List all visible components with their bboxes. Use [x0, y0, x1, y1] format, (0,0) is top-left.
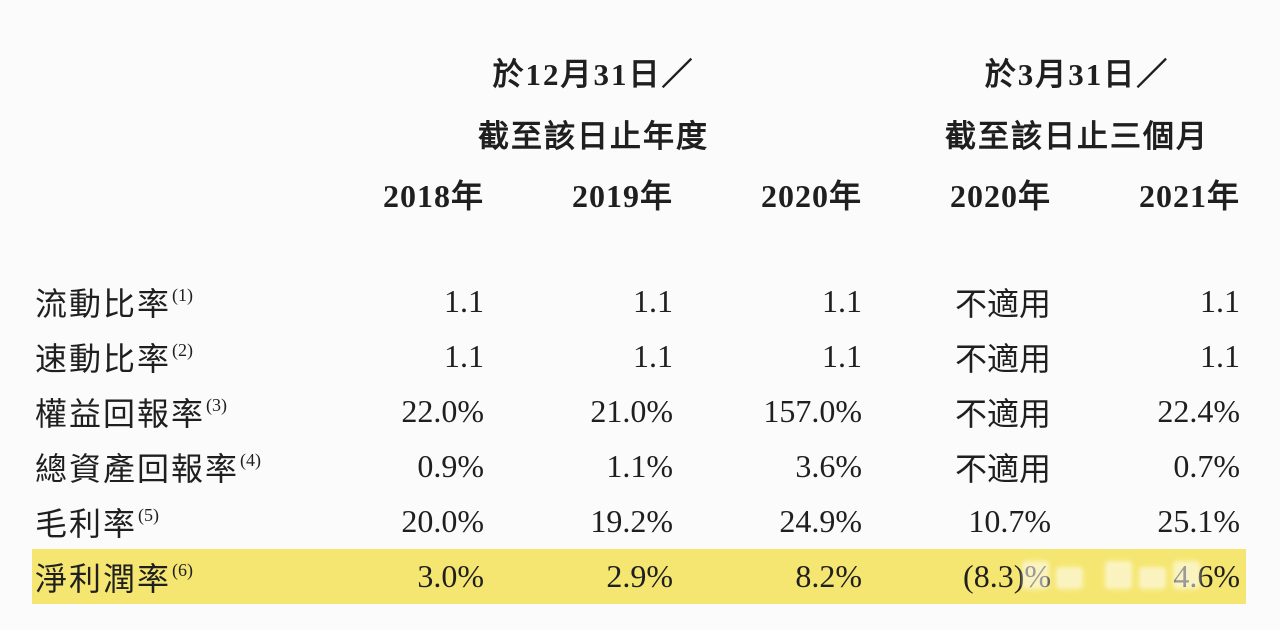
cell-value: 1.1: [822, 283, 862, 319]
group-header-dec31: 於12月31日／ 截至該日止年度: [310, 44, 877, 168]
row-label-text: 速動比率: [35, 340, 172, 377]
year-header: 2020年: [760, 178, 862, 214]
cell-value: 1.1: [444, 338, 484, 374]
cell-value: 3.0%: [417, 558, 484, 594]
cell-value: 24.9%: [779, 503, 862, 539]
group-header-line1: 於3月31日／: [984, 57, 1170, 92]
cell-value: 0.7%: [1173, 448, 1240, 484]
cell-value: 157.0%: [763, 393, 862, 429]
column-group-headers: 於12月31日／ 截至該日止年度 於3月31日／ 截至該日止三個月: [35, 44, 1240, 168]
cell-value: 20.0%: [401, 503, 484, 539]
cell-value: 22.4%: [1157, 393, 1240, 429]
row-label: 流動比率(1): [35, 279, 295, 325]
cell-value: 2.9%: [606, 558, 673, 594]
table-row: 毛利率(5) 20.0% 19.2% 24.9% 10.7% 25.1%: [35, 494, 1240, 549]
cell-value: 1.1: [1200, 283, 1240, 319]
cell-value: 10.7%: [968, 503, 1051, 539]
cell-value: 不適用: [954, 340, 1051, 377]
cell-value: 21.0%: [590, 393, 673, 429]
footnote-marker: (6): [172, 559, 194, 580]
cell-value: 不適用: [954, 395, 1051, 432]
row-label-text: 淨利潤率: [35, 560, 172, 597]
table-row: 總資產回報率(4) 0.9% 1.1% 3.6% 不適用 0.7%: [35, 439, 1240, 494]
year-header-row: 2018年 2019年 2020年 2020年 2021年: [35, 168, 1240, 220]
cell-value: 1.1: [633, 283, 673, 319]
group-header-line2: 截至該日止年度: [478, 119, 709, 154]
row-label: 總資產回報率(4): [35, 444, 295, 490]
cell-value: 4.6%: [1173, 558, 1240, 594]
cell-value: 1.1: [822, 338, 862, 374]
header-body-gap: [35, 220, 1240, 274]
cell-value: 0.9%: [417, 448, 484, 484]
table-row: 速動比率(2) 1.1 1.1 1.1 不適用 1.1: [35, 329, 1240, 384]
group-header-line2: 截至該日止三個月: [945, 119, 1209, 154]
footnote-marker: (4): [240, 449, 262, 470]
cell-value: 1.1: [633, 338, 673, 374]
cell-value: 1.1: [444, 283, 484, 319]
year-header: 2020年: [949, 178, 1051, 214]
cell-value: 1.1: [1200, 338, 1240, 374]
table-row: 流動比率(1) 1.1 1.1 1.1 不適用 1.1: [35, 274, 1240, 329]
group-header-line1: 於12月31日／: [492, 57, 695, 92]
cell-value: 19.2%: [590, 503, 673, 539]
cell-value: 25.1%: [1157, 503, 1240, 539]
cell-value: 不適用: [954, 285, 1051, 322]
footnote-marker: (1): [172, 284, 194, 305]
table-row-highlighted: 淨利潤率(6) 3.0% 2.9% 8.2% (8.3)% 4.6%: [32, 549, 1246, 604]
footnote-marker: (3): [206, 394, 228, 415]
row-label: 權益回報率(3): [35, 389, 295, 435]
cell-value: 8.2%: [795, 558, 862, 594]
footnote-marker: (2): [172, 339, 194, 360]
cell-value: 22.0%: [401, 393, 484, 429]
row-label: 淨利潤率(6): [35, 554, 295, 600]
group-header-mar31: 於3月31日／ 截至該日止三個月: [888, 44, 1266, 168]
row-label: 速動比率(2): [35, 334, 295, 380]
row-label: 毛利率(5): [35, 499, 295, 545]
cell-value: 不適用: [954, 450, 1051, 487]
row-label-text: 權益回報率: [35, 395, 206, 432]
year-header: 2021年: [1138, 178, 1240, 214]
row-label-text: 毛利率: [35, 505, 138, 542]
year-header: 2018年: [382, 178, 484, 214]
cell-value: (8.3)%: [963, 558, 1051, 594]
year-header: 2019年: [571, 178, 673, 214]
cell-value: 3.6%: [795, 448, 862, 484]
cell-value: 1.1%: [606, 448, 673, 484]
row-label-text: 流動比率: [35, 285, 172, 322]
row-label-text: 總資產回報率: [35, 450, 240, 487]
table-row: 權益回報率(3) 22.0% 21.0% 157.0% 不適用 22.4%: [35, 384, 1240, 439]
footnote-marker: (5): [138, 504, 160, 525]
